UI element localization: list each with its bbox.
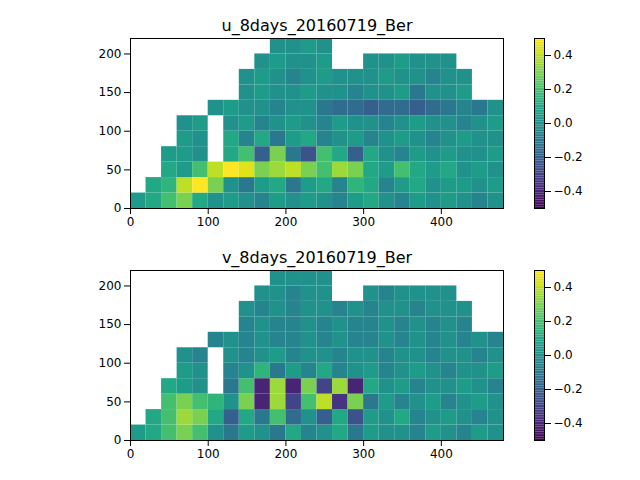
svg-text:200: 200 [99,279,122,293]
svg-text:0.2: 0.2 [554,82,573,96]
svg-text:200: 200 [274,447,297,461]
svg-text:u_8days_20160719_Ber: u_8days_20160719_Ber [222,16,413,36]
svg-text:0: 0 [127,215,135,229]
svg-text:0.4: 0.4 [554,280,573,294]
svg-text:−0.4: −0.4 [554,184,583,198]
svg-text:−0.4: −0.4 [554,416,583,430]
svg-text:150: 150 [99,85,122,99]
svg-text:0.0: 0.0 [554,348,573,362]
svg-text:−0.2: −0.2 [554,150,583,164]
svg-text:100: 100 [197,215,220,229]
svg-text:200: 200 [99,47,122,61]
svg-text:400: 400 [430,447,453,461]
svg-text:v_8days_20160719_Ber: v_8days_20160719_Ber [222,248,413,268]
svg-text:100: 100 [99,124,122,138]
svg-text:0.2: 0.2 [554,314,573,328]
svg-text:100: 100 [197,447,220,461]
svg-text:200: 200 [274,215,297,229]
svg-text:−0.2: −0.2 [554,382,583,396]
svg-text:300: 300 [352,447,375,461]
svg-text:0: 0 [114,433,122,447]
svg-text:0: 0 [114,201,122,215]
svg-text:0: 0 [127,447,135,461]
svg-text:0.0: 0.0 [554,116,573,130]
svg-text:150: 150 [99,317,122,331]
svg-text:400: 400 [430,215,453,229]
svg-text:0.4: 0.4 [554,48,573,62]
svg-text:50: 50 [106,395,121,409]
svg-text:50: 50 [106,163,121,177]
svg-text:300: 300 [352,215,375,229]
svg-text:100: 100 [99,356,122,370]
